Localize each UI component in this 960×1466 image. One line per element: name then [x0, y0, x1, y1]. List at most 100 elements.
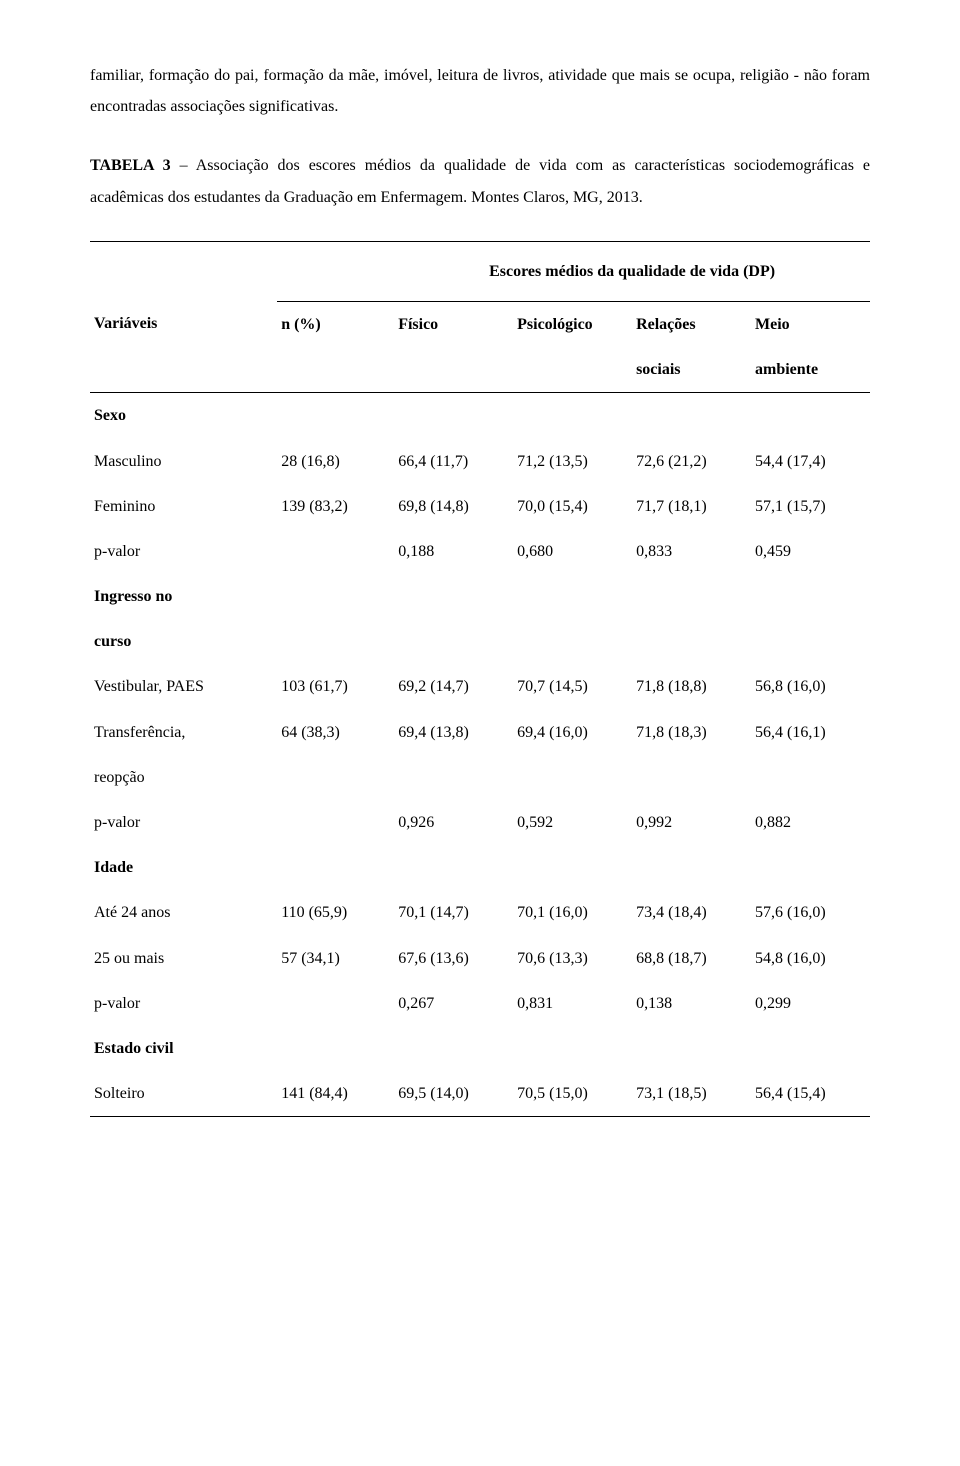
cell: 71,8 (18,8) — [632, 664, 751, 709]
empty-cell — [751, 755, 870, 800]
data-table: Escores médios da qualidade de vida (DP)… — [90, 241, 870, 1118]
empty-cell — [751, 574, 870, 619]
empty-cell — [632, 845, 751, 890]
cell: 66,4 (11,7) — [394, 439, 513, 484]
cell: 141 (84,4) — [277, 1071, 394, 1117]
col-subheader-ambiente: ambiente — [751, 347, 870, 393]
cell: 69,5 (14,0) — [394, 1071, 513, 1117]
cell: 69,8 (14,8) — [394, 484, 513, 529]
empty-cell — [632, 619, 751, 664]
empty-cell — [394, 393, 513, 439]
empty-cell — [513, 393, 632, 439]
cell: 70,1 (14,7) — [394, 890, 513, 935]
cell: 0,459 — [751, 529, 870, 574]
empty-cell — [513, 845, 632, 890]
cell: 0,299 — [751, 981, 870, 1026]
cell: 70,0 (15,4) — [513, 484, 632, 529]
cell: 56,4 (16,1) — [751, 710, 870, 755]
cell: 57,1 (15,7) — [751, 484, 870, 529]
cell — [277, 800, 394, 845]
col-header-fisico: Físico — [394, 301, 513, 347]
cell: 73,4 (18,4) — [632, 890, 751, 935]
empty-cell — [513, 619, 632, 664]
empty-header-cell — [90, 347, 277, 393]
table-row: Transferência, 64 (38,3) 69,4 (13,8) 69,… — [90, 710, 870, 755]
empty-cell — [632, 574, 751, 619]
intro-paragraph: familiar, formação do pai, formação da m… — [90, 60, 870, 122]
cell: 56,4 (15,4) — [751, 1071, 870, 1117]
cell: 0,267 — [394, 981, 513, 1026]
row-label: Transferência, — [90, 710, 277, 755]
cell: 69,4 (16,0) — [513, 710, 632, 755]
cell: 0,882 — [751, 800, 870, 845]
row-label: Até 24 anos — [90, 890, 277, 935]
empty-cell — [632, 393, 751, 439]
cell: 0,831 — [513, 981, 632, 1026]
row-label: Vestibular, PAES — [90, 664, 277, 709]
empty-cell — [751, 619, 870, 664]
empty-cell — [277, 1026, 394, 1071]
empty-cell — [277, 845, 394, 890]
empty-cell — [751, 845, 870, 890]
table-row: Feminino 139 (83,2) 69,8 (14,8) 70,0 (15… — [90, 484, 870, 529]
section-idade: Idade — [90, 845, 277, 890]
row-label: reopção — [90, 755, 277, 800]
empty-cell — [277, 393, 394, 439]
table-row: Até 24 anos 110 (65,9) 70,1 (14,7) 70,1 … — [90, 890, 870, 935]
empty-cell — [277, 574, 394, 619]
cell: 139 (83,2) — [277, 484, 394, 529]
cell: 70,5 (15,0) — [513, 1071, 632, 1117]
cell: 68,8 (18,7) — [632, 936, 751, 981]
cell: 103 (61,7) — [277, 664, 394, 709]
section-sexo: Sexo — [90, 393, 277, 439]
empty-header-cell — [90, 241, 277, 301]
cell: 69,2 (14,7) — [394, 664, 513, 709]
empty-cell — [394, 619, 513, 664]
section-ingresso-l1: Ingresso no — [90, 574, 277, 619]
col-header-psico: Psicológico — [513, 301, 632, 347]
empty-cell — [632, 755, 751, 800]
cell: 57 (34,1) — [277, 936, 394, 981]
table-row: Vestibular, PAES 103 (61,7) 69,2 (14,7) … — [90, 664, 870, 709]
cell: 54,4 (17,4) — [751, 439, 870, 484]
cell: 110 (65,9) — [277, 890, 394, 935]
empty-header-cell — [277, 347, 394, 393]
table-row: p-valor 0,267 0,831 0,138 0,299 — [90, 981, 870, 1026]
cell: 71,8 (18,3) — [632, 710, 751, 755]
cell — [277, 981, 394, 1026]
empty-cell — [513, 1026, 632, 1071]
table-row: 25 ou mais 57 (34,1) 67,6 (13,6) 70,6 (1… — [90, 936, 870, 981]
cell: 0,188 — [394, 529, 513, 574]
table-title-prefix: TABELA 3 — [90, 157, 171, 174]
cell: 56,8 (16,0) — [751, 664, 870, 709]
col-header-variaveis: Variáveis — [90, 301, 277, 347]
table-row: p-valor 0,926 0,592 0,992 0,882 — [90, 800, 870, 845]
cell: 72,6 (21,2) — [632, 439, 751, 484]
col-header-n: n (%) — [277, 301, 394, 347]
cell: 0,833 — [632, 529, 751, 574]
table-title: TABELA 3 – Associação dos escores médios… — [90, 150, 870, 212]
row-label: Masculino — [90, 439, 277, 484]
empty-cell — [394, 755, 513, 800]
table-row: Solteiro 141 (84,4) 69,5 (14,0) 70,5 (15… — [90, 1071, 870, 1117]
cell: 0,680 — [513, 529, 632, 574]
table-title-rest: – Associação dos escores médios da quali… — [90, 157, 870, 205]
empty-cell — [277, 619, 394, 664]
cell: 54,8 (16,0) — [751, 936, 870, 981]
cell: 28 (16,8) — [277, 439, 394, 484]
row-label: p-valor — [90, 529, 277, 574]
section-ingresso-l2: curso — [90, 619, 277, 664]
empty-cell — [513, 755, 632, 800]
col-header-meio: Meio — [751, 301, 870, 347]
cell: 0,992 — [632, 800, 751, 845]
row-label: 25 ou mais — [90, 936, 277, 981]
cell: 0,138 — [632, 981, 751, 1026]
row-label: p-valor — [90, 800, 277, 845]
row-label: Solteiro — [90, 1071, 277, 1117]
cell: 70,7 (14,5) — [513, 664, 632, 709]
row-label: p-valor — [90, 981, 277, 1026]
cell: 57,6 (16,0) — [751, 890, 870, 935]
empty-cell — [277, 755, 394, 800]
empty-cell — [394, 574, 513, 619]
cell — [277, 529, 394, 574]
